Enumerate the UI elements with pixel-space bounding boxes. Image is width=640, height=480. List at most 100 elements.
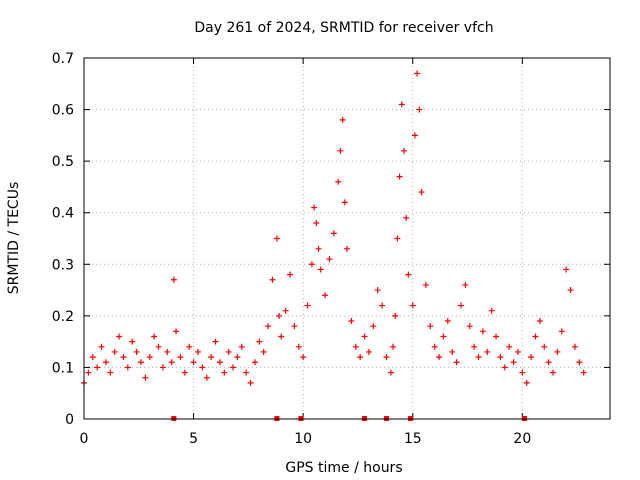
data-point bbox=[398, 101, 405, 108]
data-point bbox=[497, 354, 504, 361]
data-point bbox=[479, 328, 486, 335]
data-point bbox=[173, 328, 180, 335]
data-point bbox=[550, 369, 557, 376]
data-point bbox=[300, 354, 307, 361]
y-tick-label: 0.7 bbox=[52, 51, 74, 67]
data-point bbox=[311, 204, 318, 211]
y-tick-label: 0.3 bbox=[52, 257, 74, 273]
data-point bbox=[308, 261, 315, 268]
data-point bbox=[396, 173, 403, 180]
data-point bbox=[159, 364, 166, 371]
data-point bbox=[431, 343, 438, 350]
data-point bbox=[414, 70, 421, 77]
data-point bbox=[190, 359, 197, 366]
data-point bbox=[146, 354, 153, 361]
data-point bbox=[493, 333, 500, 340]
data-point bbox=[208, 354, 215, 361]
data-point bbox=[151, 333, 158, 340]
data-point bbox=[322, 292, 329, 299]
data-point bbox=[501, 364, 508, 371]
data-point bbox=[361, 333, 368, 340]
data-point bbox=[221, 369, 228, 376]
x-tick-label: 10 bbox=[294, 431, 312, 447]
data-point bbox=[339, 116, 346, 123]
data-point bbox=[170, 276, 177, 283]
data-point bbox=[523, 379, 530, 386]
data-point bbox=[273, 235, 280, 242]
data-point bbox=[532, 333, 539, 340]
data-point bbox=[541, 343, 548, 350]
data-point bbox=[98, 343, 105, 350]
data-point bbox=[238, 343, 245, 350]
x-tick-label: 5 bbox=[189, 431, 198, 447]
y-tick-label: 0.4 bbox=[52, 206, 74, 222]
data-point bbox=[409, 302, 416, 309]
data-point bbox=[94, 364, 101, 371]
x-tick-label: 20 bbox=[513, 431, 531, 447]
y-tick-label: 0.6 bbox=[52, 103, 74, 119]
data-point bbox=[155, 343, 162, 350]
data-point bbox=[326, 256, 333, 263]
plot-frame bbox=[83, 57, 611, 420]
data-point bbox=[440, 333, 447, 340]
data-point bbox=[484, 348, 491, 355]
data-point bbox=[449, 348, 456, 355]
data-point bbox=[411, 132, 418, 139]
x-axis-label: GPS time / hours bbox=[285, 460, 402, 476]
data-point bbox=[276, 312, 283, 319]
data-point bbox=[317, 266, 324, 273]
data-point bbox=[580, 369, 587, 376]
data-point bbox=[348, 318, 355, 325]
data-point bbox=[344, 245, 350, 252]
data-point bbox=[137, 359, 144, 366]
data-point bbox=[313, 220, 320, 227]
data-point bbox=[510, 359, 517, 366]
data-points bbox=[81, 70, 587, 386]
data-point bbox=[287, 271, 294, 278]
data-point bbox=[357, 354, 364, 361]
data-point bbox=[387, 369, 394, 376]
data-point bbox=[278, 333, 285, 340]
data-point bbox=[462, 281, 469, 288]
data-point bbox=[256, 338, 263, 345]
data-point bbox=[379, 302, 386, 309]
data-point bbox=[168, 359, 175, 366]
data-point bbox=[466, 323, 473, 330]
data-point bbox=[403, 214, 410, 221]
data-point bbox=[335, 178, 342, 185]
data-point bbox=[85, 369, 92, 376]
data-point bbox=[251, 359, 258, 366]
data-point bbox=[111, 348, 118, 355]
data-point bbox=[554, 348, 561, 355]
data-point bbox=[365, 348, 372, 355]
data-point bbox=[265, 323, 272, 330]
data-point bbox=[374, 287, 381, 294]
data-point bbox=[243, 369, 250, 376]
data-point bbox=[212, 338, 219, 345]
y-tick-label: 0.1 bbox=[52, 360, 74, 376]
data-point bbox=[102, 359, 109, 366]
data-point bbox=[304, 302, 311, 309]
data-point bbox=[177, 354, 184, 361]
data-point bbox=[186, 343, 193, 350]
axis-ticks: 0 0.1 0.2 0.3 0.4 0.5 0.6 0.7 0 5 10 15 20 bbox=[52, 51, 610, 447]
data-point bbox=[116, 333, 123, 340]
data-point bbox=[295, 343, 302, 350]
data-point bbox=[471, 343, 478, 350]
data-point bbox=[330, 230, 337, 237]
data-point bbox=[269, 276, 276, 283]
data-point bbox=[164, 348, 171, 355]
data-point bbox=[89, 354, 96, 361]
data-point bbox=[488, 307, 495, 314]
data-point bbox=[392, 312, 399, 319]
data-point bbox=[260, 348, 267, 355]
data-point bbox=[536, 318, 543, 325]
data-point bbox=[203, 374, 210, 381]
chart-title: Day 261 of 2024, SRMTID for receiver vfc… bbox=[194, 20, 493, 36]
data-point bbox=[199, 364, 206, 371]
data-point bbox=[567, 287, 574, 294]
data-point bbox=[394, 235, 401, 242]
data-point bbox=[247, 379, 254, 386]
y-tick-label: 0.5 bbox=[52, 154, 74, 170]
data-point bbox=[390, 343, 397, 350]
